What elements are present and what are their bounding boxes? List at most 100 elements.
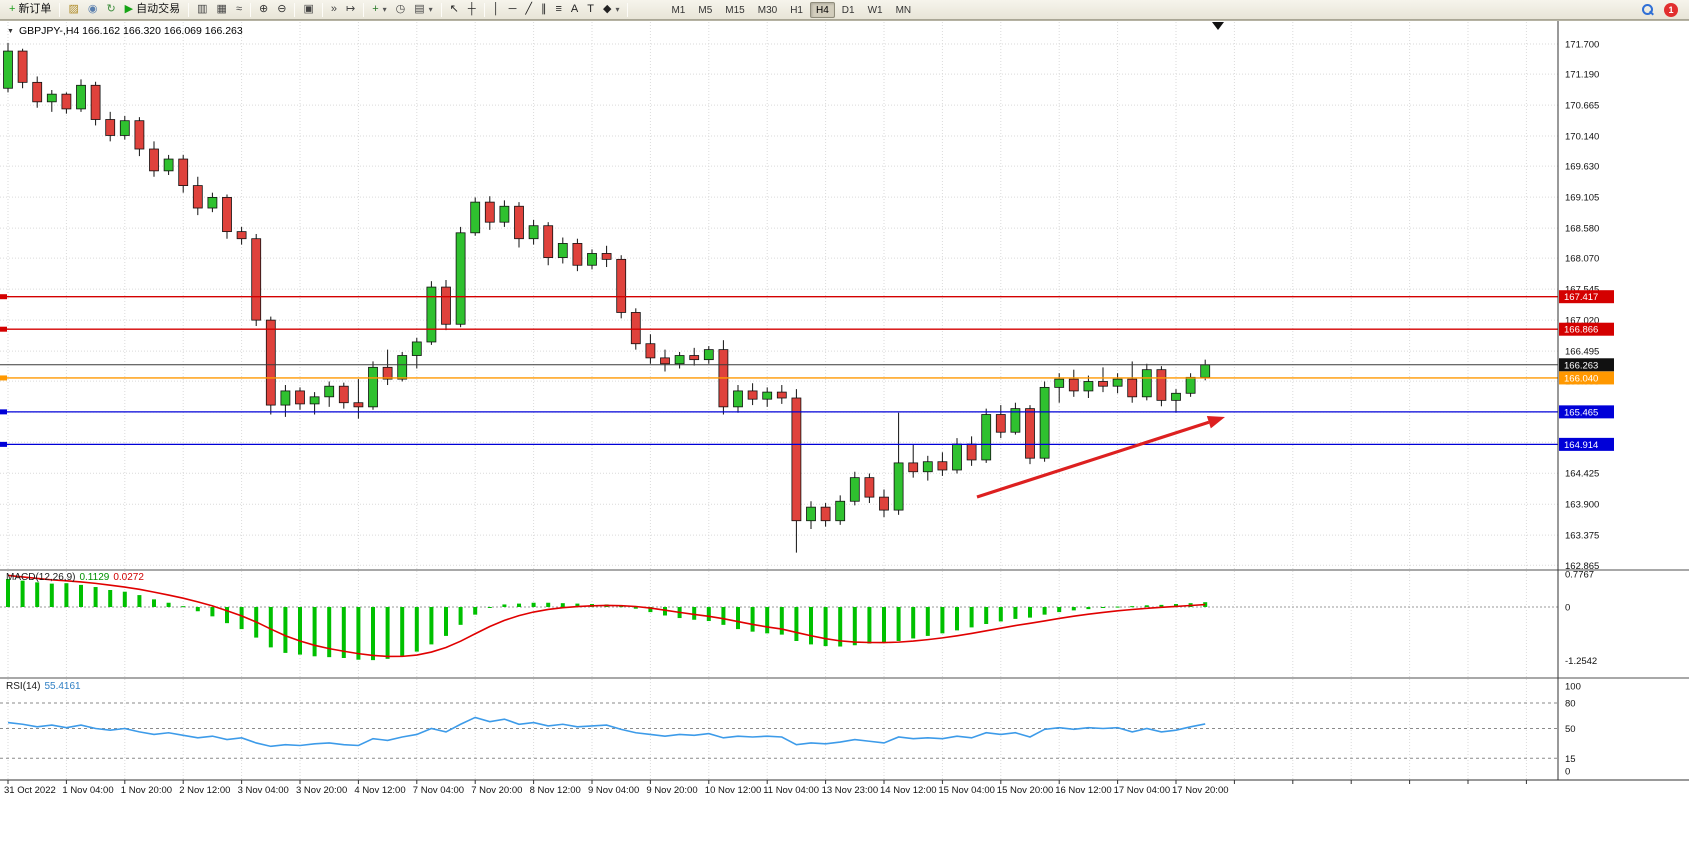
candle-chart-button[interactable]: ▦	[213, 1, 231, 18]
svg-text:11 Nov 04:00: 11 Nov 04:00	[763, 785, 819, 796]
timeframe-d1[interactable]: D1	[841, 4, 855, 16]
svg-text:9 Nov 20:00: 9 Nov 20:00	[646, 785, 697, 796]
svg-text:15: 15	[1565, 754, 1576, 765]
trend-arrow[interactable]	[976, 416, 1225, 499]
svg-text:1 Nov 20:00: 1 Nov 20:00	[121, 785, 172, 796]
auto-scroll-icon: »	[330, 3, 337, 15]
timeframe-m30[interactable]: M30	[757, 4, 778, 16]
svg-text:0.7767: 0.7767	[1565, 569, 1594, 580]
trendline-button[interactable]: ╱	[521, 1, 536, 18]
svg-text:170.665: 170.665	[1565, 101, 1599, 112]
svg-text:17 Nov 20:00: 17 Nov 20:00	[1172, 785, 1229, 796]
symbol-dropdown-icon[interactable]: ▼	[7, 27, 14, 35]
label-button[interactable]: T	[583, 1, 598, 18]
fibo-button[interactable]: ≡	[551, 1, 565, 18]
timeframe-h4[interactable]: H4	[809, 1, 835, 18]
profile-button[interactable]: ◉	[84, 1, 102, 18]
rsi-name: RSI(14)	[6, 681, 41, 692]
macd-name: MACD(12,26,9)	[6, 572, 76, 583]
svg-text:168.580: 168.580	[1565, 224, 1599, 235]
horizontal-line-icon: ─	[508, 3, 517, 15]
chart-shift-marker[interactable]	[1212, 22, 1224, 30]
label-icon: T	[587, 3, 594, 15]
timeframe-mn[interactable]: MN	[895, 4, 912, 16]
svg-text:1 Nov 04:00: 1 Nov 04:00	[62, 785, 113, 796]
new-chart-icon: +	[372, 3, 379, 15]
chart-shift-button[interactable]: ↦	[342, 1, 359, 18]
svg-text:4 Nov 12:00: 4 Nov 12:00	[354, 785, 405, 796]
time-axis[interactable]: 31 Oct 2022 1 Nov 04:00 1 Nov 20:00 2 Nov 1…	[4, 780, 1527, 796]
editor-icon: ▨	[68, 3, 79, 15]
metaeditor-button[interactable]: ▨	[64, 1, 82, 18]
timeframe-w1[interactable]: W1	[867, 4, 883, 16]
price-axis[interactable]: 171.700 171.190 170.665 170.140 169.630 169.1…	[1565, 40, 1599, 572]
cursor-button[interactable]: ↖	[446, 1, 463, 18]
svg-text:31 Oct 2022: 31 Oct 2022	[4, 785, 56, 796]
svg-text:0: 0	[1565, 603, 1570, 614]
symbol-ohlc-text: GBPJPY-,H4 166.162 166.320 166.069 166.2…	[18, 25, 243, 37]
timeframe-h1[interactable]: H1	[790, 4, 803, 16]
channel-button[interactable]: ∥	[537, 1, 551, 18]
svg-text:14 Nov 12:00: 14 Nov 12:00	[880, 785, 937, 796]
svg-text:170.140: 170.140	[1565, 132, 1599, 143]
dropdown-arrow-icon: ▾	[428, 5, 433, 14]
toolbar-separator	[440, 2, 442, 17]
timeframe-bar: M1 M5 M15 M30 H1 H4 D1 W1 MN	[665, 1, 917, 18]
toolbar-separator	[250, 2, 251, 17]
new-chart-button[interactable]: + ▾	[368, 1, 390, 18]
timeframe-m15[interactable]: M15	[725, 4, 745, 16]
hline-button[interactable]: ─	[505, 1, 521, 18]
template-button[interactable]: ▤ ▾	[410, 1, 436, 18]
arrows-icon: ◆	[602, 3, 612, 15]
autotrade-button-label: 自动交易	[136, 3, 181, 15]
svg-text:163.375: 163.375	[1565, 531, 1599, 542]
crosshair-button[interactable]: ┼	[464, 1, 480, 18]
horizontal-lines[interactable]	[0, 294, 1558, 447]
svg-text:7 Nov 04:00: 7 Nov 04:00	[413, 785, 464, 796]
timeframe-m1[interactable]: M1	[671, 4, 686, 16]
search-icon[interactable]	[1642, 3, 1654, 16]
auto-scroll-button[interactable]: »	[327, 1, 341, 18]
svg-text:166.263: 166.263	[1564, 360, 1598, 371]
trendline-icon: ╱	[525, 3, 532, 15]
chart-shift-icon: ↦	[345, 3, 356, 15]
vertical-line-icon: │	[492, 3, 500, 15]
toolbar-separator	[363, 2, 365, 17]
new-order-button[interactable]: + 新订单	[5, 1, 55, 18]
arrows-button[interactable]: ◆ ▾	[599, 1, 623, 18]
timeframe-m5[interactable]: M5	[698, 4, 713, 16]
symbol-info: ▼ GBPJPY-,H4 166.162 166.320 166.069 166…	[7, 25, 243, 37]
new-order-icon: +	[9, 3, 16, 15]
svg-text:166.040: 166.040	[1564, 373, 1598, 384]
tile-windows-button[interactable]: ▣	[299, 1, 317, 18]
macd-panel	[0, 574, 1558, 661]
indicator-scales: 0.7767 0 -1.2542 100 80 50 15 0	[1565, 569, 1597, 777]
svg-text:164.914: 164.914	[1564, 440, 1598, 451]
notification-badge[interactable]: 1	[1664, 2, 1678, 17]
period-button[interactable]: ◷	[392, 1, 410, 18]
channel-icon: ∥	[540, 3, 547, 15]
new-order-button-label: 新订单	[18, 3, 52, 15]
zoom-out-button[interactable]: ⊖	[273, 1, 290, 18]
svg-text:168.070: 168.070	[1565, 254, 1599, 265]
clock-icon: ◷	[395, 3, 406, 15]
vline-button[interactable]: │	[489, 1, 504, 18]
text-button[interactable]: A	[567, 1, 582, 18]
svg-text:0: 0	[1565, 767, 1570, 778]
panel-separators[interactable]	[0, 20, 1689, 781]
svg-text:171.700: 171.700	[1565, 40, 1599, 51]
zoom-in-button[interactable]: ⊕	[255, 1, 272, 18]
rsi-value: 55.4161	[44, 681, 81, 692]
bar-chart-button[interactable]: ▥	[193, 1, 211, 18]
autotrade-button[interactable]: ▶ 自动交易	[121, 1, 184, 18]
tile-windows-icon: ▣	[303, 3, 314, 15]
svg-text:16 Nov 12:00: 16 Nov 12:00	[1055, 785, 1112, 796]
refresh-button[interactable]: ↻	[102, 1, 119, 18]
play-icon: ▶	[124, 3, 134, 15]
profile-icon: ◉	[87, 3, 98, 15]
svg-text:80: 80	[1565, 699, 1576, 710]
svg-text:17 Nov 04:00: 17 Nov 04:00	[1114, 785, 1171, 796]
line-chart-button[interactable]: ≈	[232, 1, 246, 18]
